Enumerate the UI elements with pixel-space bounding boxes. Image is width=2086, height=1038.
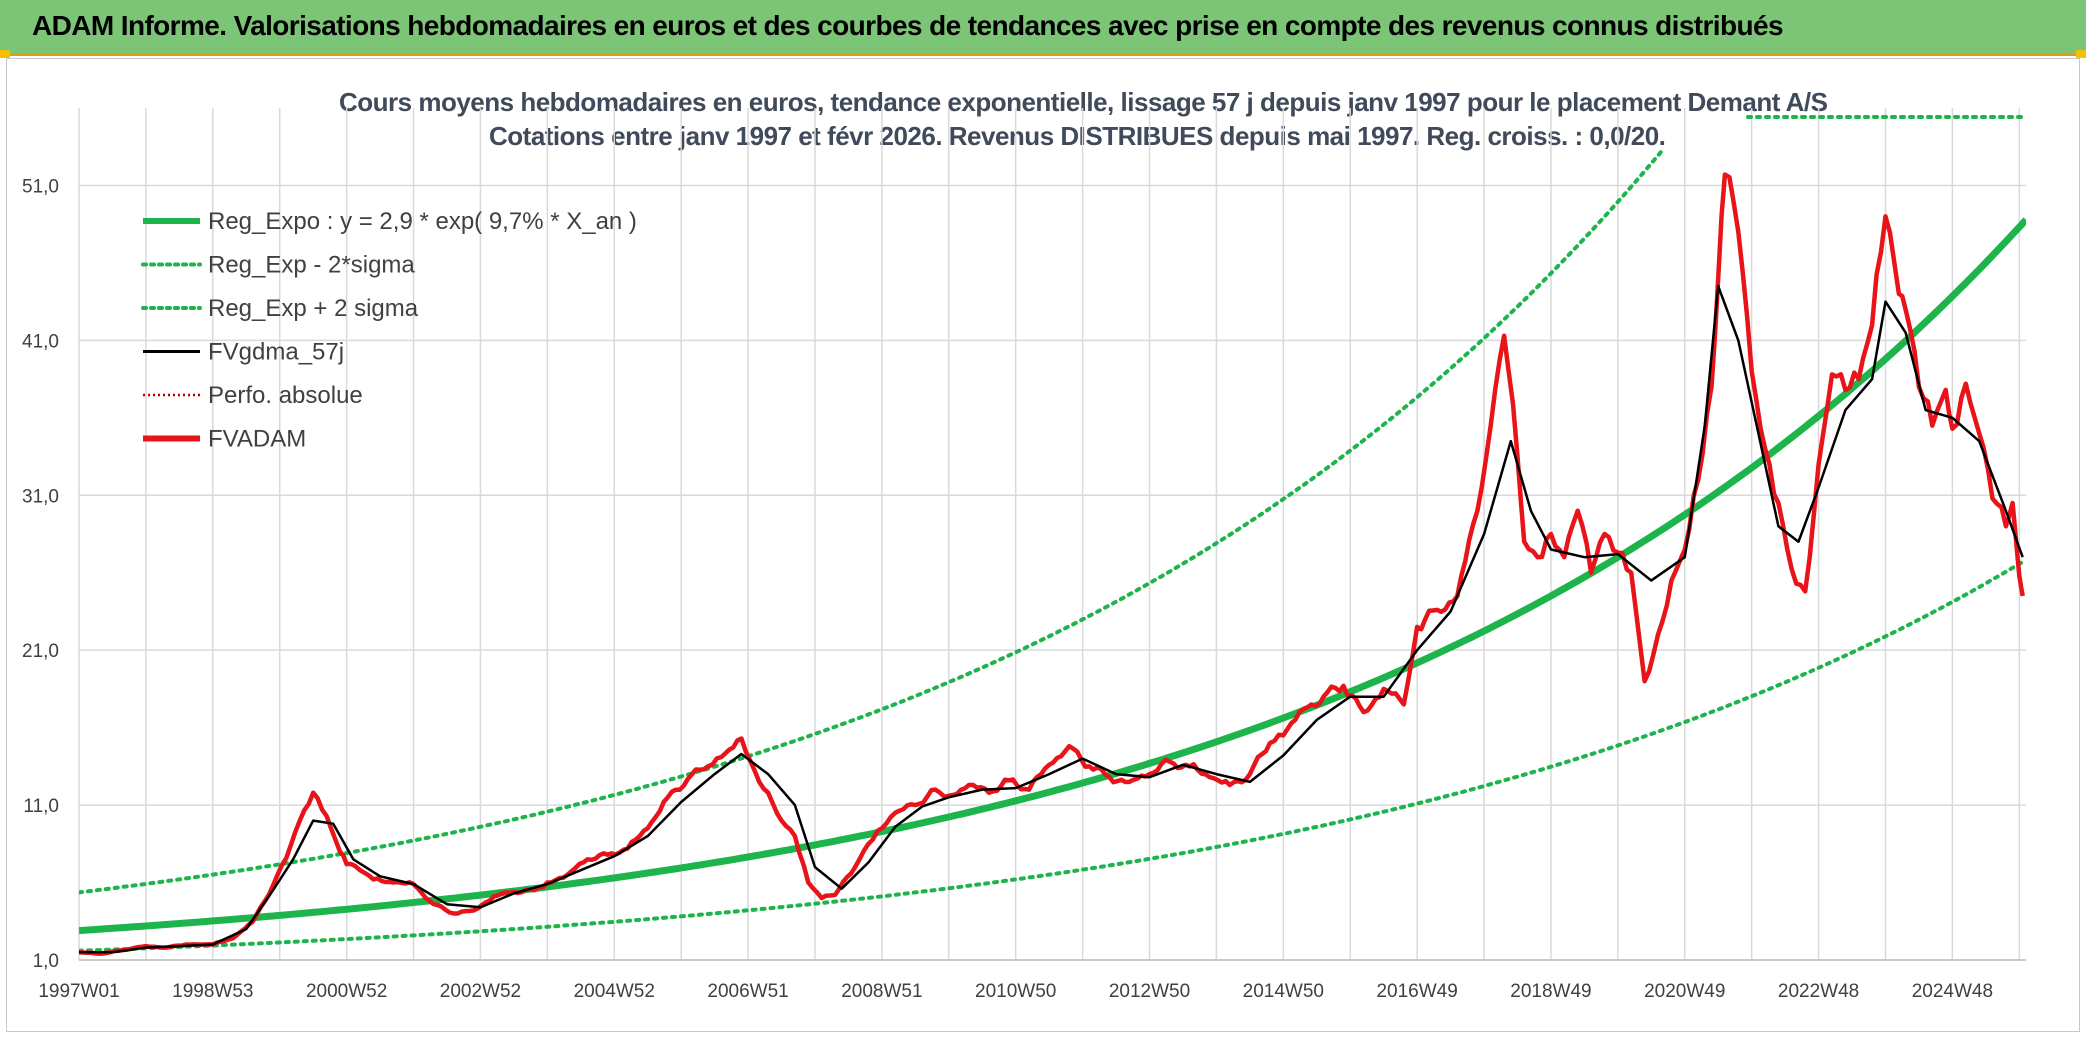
chart-series — [79, 150, 2026, 957]
series-line-fvadam — [79, 172, 2025, 957]
axes: 1,0 11,0 21,0 31,0 41,0 51,0 1997W01 1998W53 200… — [22, 176, 2026, 1002]
upper-band-curve — [79, 150, 1666, 895]
x-tick-label: 2018W49 — [1510, 981, 1591, 1002]
chart-frame: Cours moyens hebdomadaires en euros, ten… — [6, 58, 2080, 1032]
series-line-fvgdma-57j — [79, 284, 2024, 954]
lower-band-curve — [79, 557, 2026, 953]
corner-accent-left — [0, 50, 10, 58]
report-header-bar: ADAM Informe. Valorisations hebdomadaire… — [0, 0, 2086, 56]
legend-label: Reg_Exp - 2*sigma — [208, 252, 415, 279]
chart-subtitle: Cotations entre janv 1997 et févr 2026. … — [489, 121, 1666, 151]
legend: Reg_Expo : y = 2,9 * exp( 9,7% * X_an ) R… — [141, 115, 2028, 453]
x-tick-label: 2016W49 — [1376, 981, 1457, 1002]
y-tick-label: 41,0 — [22, 331, 59, 352]
x-tick-label: 2008W51 — [841, 981, 922, 1002]
y-tick-label: 21,0 — [22, 641, 59, 662]
exponential-trend-curve — [79, 217, 2026, 935]
x-tick-label: 2002W52 — [440, 981, 521, 1002]
grid — [78, 108, 2026, 961]
legend-label: Perfo. absolue — [208, 382, 363, 409]
x-tick-label: 2022W48 — [1778, 981, 1859, 1002]
legend-label: FVADAM — [208, 426, 306, 453]
y-tick-label: 11,0 — [23, 796, 59, 817]
x-tick-label: 2014W50 — [1243, 981, 1324, 1002]
x-tick-label: 2024W48 — [1912, 981, 1993, 1002]
x-tick-label: 2006W51 — [707, 981, 788, 1002]
x-tick-label: 1998W53 — [172, 981, 253, 1002]
x-tick-label: 2010W50 — [975, 981, 1056, 1002]
legend-label: Reg_Exp + 2 sigma — [208, 295, 419, 322]
chart-title: Cours moyens hebdomadaires en euros, ten… — [339, 87, 1828, 117]
x-tick-label: 2000W52 — [306, 981, 387, 1002]
y-tick-label: 31,0 — [22, 486, 59, 507]
corner-accent-right — [2076, 50, 2086, 58]
report-title: ADAM Informe. Valorisations hebdomadaire… — [32, 10, 1784, 41]
x-tick-label: 1997W01 — [38, 981, 119, 1002]
y-tick-label: 1,0 — [33, 951, 59, 972]
legend-label: FVgdma_57j — [208, 339, 344, 366]
y-tick-label: 51,0 — [22, 176, 59, 197]
x-tick-label: 2012W50 — [1109, 981, 1190, 1002]
x-tick-label: 2004W52 — [574, 981, 655, 1002]
legend-label: Reg_Expo : y = 2,9 * exp( 9,7% * X_an ) — [208, 208, 637, 235]
x-tick-label: 2020W49 — [1644, 981, 1725, 1002]
